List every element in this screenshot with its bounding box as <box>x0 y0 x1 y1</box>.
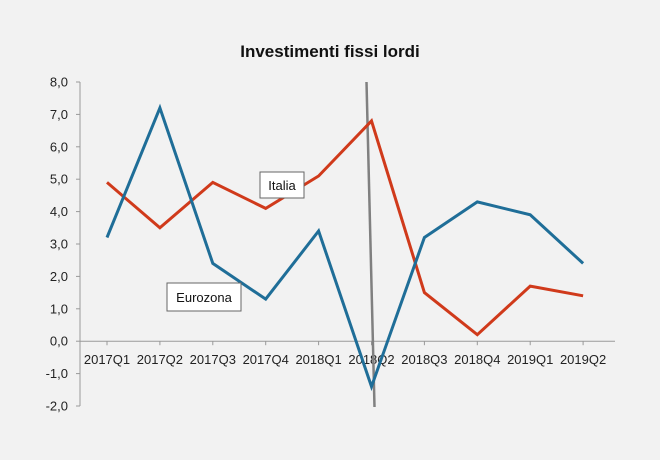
x-axis-ticks: 2017Q1 2017Q2 2017Q3 2017Q4 2018Q1 2018Q2 2018… <box>84 341 606 367</box>
x-tick-label: 2017Q4 <box>243 352 289 367</box>
x-tick-label: 2017Q2 <box>137 352 183 367</box>
x-tick-label: 2019Q1 <box>507 352 553 367</box>
x-tick-label: 2018Q1 <box>295 352 341 367</box>
y-tick-label: 2,0 <box>50 269 68 284</box>
y-tick-label: 7,0 <box>50 107 68 122</box>
series-layer <box>105 103 585 392</box>
y-tick-label: -1,0 <box>46 366 68 381</box>
eurozona-annotation-box <box>166 282 242 312</box>
y-tick-label: 1,0 <box>50 301 68 316</box>
y-tick-label: 3,0 <box>50 237 68 252</box>
series-line-italia <box>106 118 584 337</box>
italia-annotation-box <box>259 171 305 199</box>
italia-annotation-label: Italia <box>268 178 296 193</box>
x-tick-label: 2018Q2 <box>348 352 394 367</box>
x-tick-label: 2017Q3 <box>190 352 236 367</box>
y-tick-label: 0,0 <box>50 334 68 349</box>
x-tick-label: 2018Q3 <box>401 352 447 367</box>
x-tick-label: 2017Q1 <box>84 352 130 367</box>
y-tick-label: -2,0 <box>46 399 68 414</box>
x-tick-label: 2019Q2 <box>560 352 606 367</box>
italia-annotation: Italia <box>259 171 305 199</box>
y-tick-label: 5,0 <box>50 172 68 187</box>
eurozona-annotation-label: Eurozona <box>176 290 232 305</box>
series-line-eurozona <box>105 103 585 392</box>
eurozona-annotation: Eurozona <box>166 282 242 312</box>
y-tick-label: 4,0 <box>50 204 68 219</box>
vertical-marker-line <box>365 81 376 408</box>
x-tick-label: 2018Q4 <box>454 352 500 367</box>
y-axis-ticks: 8,0 7,0 6,0 5,0 4,0 3,0 2,0 1,0 0,0 -1,0 -2,0 <box>46 75 80 414</box>
chart-title: Investimenti fissi lordi <box>240 42 420 61</box>
y-tick-label: 8,0 <box>50 75 68 90</box>
y-tick-label: 6,0 <box>50 139 68 154</box>
